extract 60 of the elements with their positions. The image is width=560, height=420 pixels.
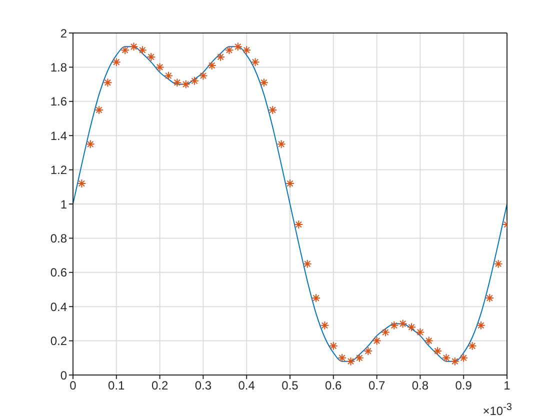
- x-tick-label: 0.1: [108, 378, 126, 393]
- x-tick-label: 0.9: [455, 378, 472, 393]
- x-tick-label: 0.6: [325, 378, 342, 393]
- point: [476, 320, 486, 330]
- point: [416, 328, 425, 337]
- x-tick-label: 0.2: [151, 378, 168, 393]
- point: [494, 259, 503, 268]
- point: [146, 52, 156, 62]
- point: [86, 140, 95, 149]
- point: [94, 105, 104, 114]
- y-tick-label: 1.2: [50, 163, 68, 178]
- point: [320, 320, 330, 330]
- y-tick-label: 1.4: [50, 128, 68, 143]
- point: [216, 52, 226, 62]
- y-tick-label: 0.6: [50, 266, 68, 280]
- point: [294, 220, 304, 230]
- point: [338, 353, 347, 362]
- point: [424, 336, 434, 346]
- y-tick-label: 0: [60, 368, 68, 382]
- point: [328, 341, 338, 350]
- point: [172, 78, 182, 88]
- point: [259, 78, 268, 88]
- y-tick-label: 0.2: [50, 334, 68, 348]
- point: [485, 294, 494, 303]
- point: [468, 341, 477, 350]
- point: [155, 62, 164, 72]
- y-tick-label: 1.6: [50, 94, 68, 109]
- x-tick-label: 0.3: [194, 378, 212, 393]
- point: [372, 336, 382, 346]
- point: [442, 353, 451, 362]
- x-tick-label: 0.8: [412, 378, 429, 393]
- point: [164, 71, 173, 80]
- point: [112, 58, 121, 67]
- x-tick-label: 0: [70, 378, 77, 393]
- point: [312, 294, 321, 303]
- x-tick-label: 0.7: [368, 378, 386, 393]
- point: [433, 346, 442, 356]
- point: [286, 178, 294, 188]
- point: [364, 346, 373, 356]
- point: [380, 328, 390, 337]
- point: [103, 78, 112, 88]
- point: [138, 46, 147, 55]
- point: [276, 140, 286, 149]
- y-tick-label: 2: [60, 26, 68, 40]
- point: [207, 60, 216, 70]
- point: [77, 178, 86, 188]
- point: [407, 322, 416, 332]
- point: [268, 105, 278, 114]
- point: [302, 259, 312, 268]
- x-tick-label: 0.4: [238, 378, 256, 393]
- y-tick-label: 1: [60, 197, 68, 212]
- text: ×10$^{-3}$: [482, 402, 512, 418]
- point: [242, 46, 252, 55]
- y-tick-label: 1.8: [50, 60, 68, 74]
- y-tick-label: 0.8: [50, 231, 68, 246]
- x-tick-label: 0.5: [282, 378, 299, 393]
- point: [250, 58, 260, 67]
- x-tick-label: 1: [504, 378, 511, 393]
- line-series: [73, 46, 507, 362]
- y-tick-label: 0.4: [50, 300, 68, 314]
